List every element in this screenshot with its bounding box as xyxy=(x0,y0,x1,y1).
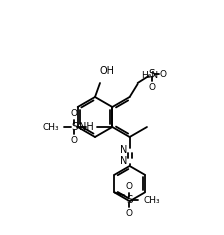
Text: S: S xyxy=(126,195,133,205)
Text: O: O xyxy=(160,70,167,78)
Text: H₂N: H₂N xyxy=(141,71,158,80)
Text: O: O xyxy=(126,209,133,218)
Text: CH₃: CH₃ xyxy=(143,196,160,205)
Text: S: S xyxy=(71,122,78,132)
Text: O: O xyxy=(71,109,78,118)
Text: N: N xyxy=(120,145,128,155)
Text: S: S xyxy=(148,69,155,79)
Text: OH: OH xyxy=(100,66,115,76)
Text: N: N xyxy=(120,156,128,166)
Text: O: O xyxy=(148,83,155,92)
Text: CH₃: CH₃ xyxy=(43,122,59,132)
Text: O: O xyxy=(126,182,133,191)
Text: O: O xyxy=(71,136,78,145)
Text: NH: NH xyxy=(79,122,93,132)
